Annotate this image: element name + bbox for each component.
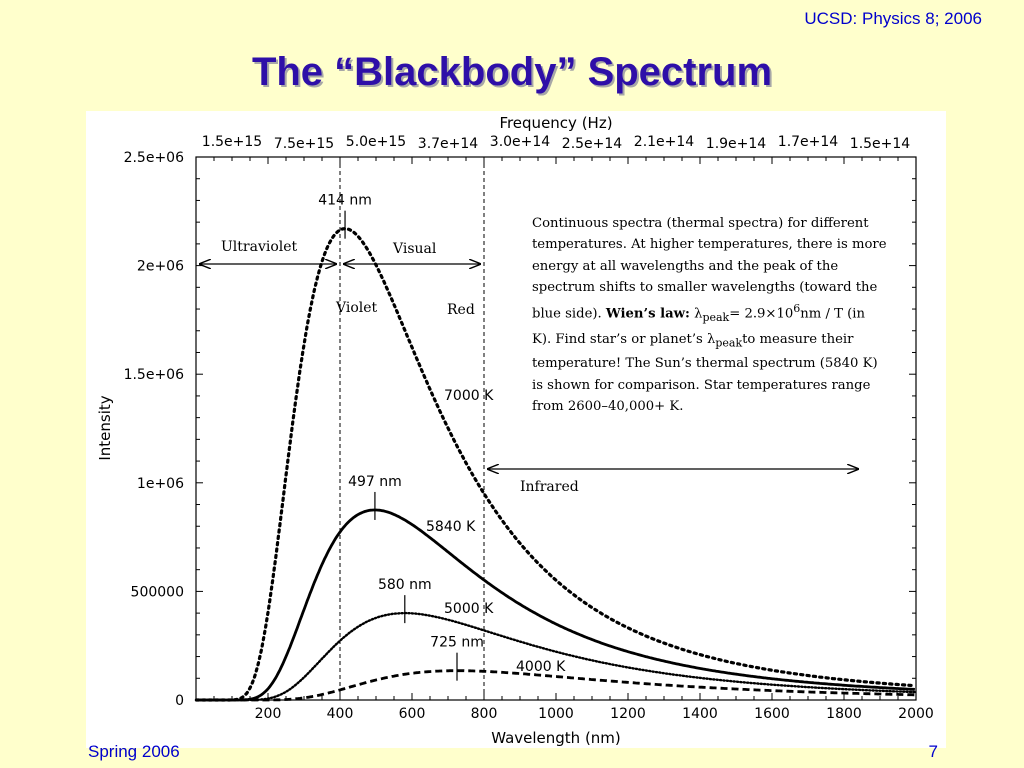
top-tick-label: 7.5e+15 xyxy=(274,136,334,152)
peak-label: 580 nm xyxy=(378,577,432,593)
footer-term: Spring 2006 xyxy=(88,742,180,761)
peak-subscript: peak xyxy=(702,311,730,325)
annotation-line: spectrum shifts to smaller wavelengths (… xyxy=(532,279,878,295)
x-tick-label: 1600 xyxy=(754,706,790,722)
top-tick-label: 5.0e+15 xyxy=(346,134,406,150)
top-axis-title: Frequency (Hz) xyxy=(499,114,612,132)
y-tick-label: 1.5e+06 xyxy=(124,367,185,383)
x-tick-label: 1000 xyxy=(538,706,574,722)
annotation-line: temperatures. At higher temperatures, th… xyxy=(532,237,887,253)
annotation-line: energy at all wavelengths and the peak o… xyxy=(532,258,839,274)
slide-title: The “Blackbody” Spectrum xyxy=(251,50,773,94)
wien-formula-end: nm / T (in xyxy=(800,306,865,322)
peak-label: 414 nm xyxy=(318,193,372,209)
x-tick-label: 2000 xyxy=(898,706,934,722)
region-label: Infrared xyxy=(520,479,579,495)
red-label: Red xyxy=(447,302,475,318)
wien-law-label: Wien’s law: xyxy=(605,306,690,322)
top-tick-label: 1.9e+14 xyxy=(706,136,767,152)
x-tick-label: 1400 xyxy=(682,706,718,722)
page-number: 7 xyxy=(928,742,938,761)
y-axis-title: Intensity xyxy=(96,395,114,460)
peak-label: 497 nm xyxy=(348,474,402,490)
y-tick-label: 2e+06 xyxy=(137,259,184,275)
y-tick-label: 500000 xyxy=(131,584,184,600)
annotation-text: Continuous spectra (thermal spectra) for… xyxy=(532,213,907,417)
plot-panel: 200 400 600 800 1000 1200 1400 1600 1800 2000 0 50… xyxy=(86,111,946,748)
course-label: UCSD: Physics 8; 2006 xyxy=(804,9,982,28)
top-tick-label: 3.7e+14 xyxy=(418,136,479,152)
annotation-segment: blue side). xyxy=(532,306,606,322)
x-axis-title: Wavelength (nm) xyxy=(491,729,621,747)
top-tick-label: 1.7e+14 xyxy=(778,134,839,150)
y-tick-label: 0 xyxy=(175,693,184,709)
spectrum-curve xyxy=(195,611,917,702)
peak-subscript: peak xyxy=(715,336,743,350)
series-label: 5840 K xyxy=(426,519,476,535)
x-tick-label: 600 xyxy=(399,706,426,722)
wien-formula: = 2.9×10 xyxy=(729,306,794,322)
y-tick-label: 2.5e+06 xyxy=(124,150,185,166)
annotation-line: from 2600–40,000+ K. xyxy=(532,399,684,415)
series-label: 5000 K xyxy=(444,601,494,617)
blackbody-chart: 200 400 600 800 1000 1200 1400 1600 1800 2000 0 50… xyxy=(96,114,934,747)
series-label: 7000 K xyxy=(444,388,494,404)
annotation-line: is shown for comparison. Star temperatur… xyxy=(532,377,871,393)
x-tick-label: 1800 xyxy=(826,706,862,722)
region-label: Ultraviolet xyxy=(221,239,298,255)
lambda-symbol: λ xyxy=(706,331,716,347)
top-tick-label: 2.1e+14 xyxy=(634,134,695,150)
spectrum-curve xyxy=(196,508,915,702)
peak-label: 725 nm xyxy=(430,635,484,651)
top-tick-label: 3.0e+14 xyxy=(490,134,551,150)
annotation-line: K). Find star’s or planet’s λpeakto meas… xyxy=(532,329,907,354)
lambda-symbol: λ xyxy=(694,306,703,322)
top-tick-label: 1.5e+14 xyxy=(850,136,911,152)
y-tick-label: 1e+06 xyxy=(137,476,184,492)
annotation-line: temperature! The Sun’s thermal spectrum … xyxy=(532,356,878,372)
x-tick-label: 800 xyxy=(471,706,498,722)
series-label: 4000 K xyxy=(516,659,566,675)
spectrum-curve xyxy=(194,227,917,702)
x-tick-label: 400 xyxy=(327,706,354,722)
violet-label: Violet xyxy=(335,300,378,316)
annotation-line: blue side). Wien’s law: λpeak= 2.9×106nm… xyxy=(532,298,907,328)
region-label: Visual xyxy=(392,241,437,257)
annotation-segment: K). Find star’s or planet’s xyxy=(532,331,707,347)
x-tick-label: 1200 xyxy=(610,706,646,722)
top-tick-label: 1.5e+15 xyxy=(202,134,262,150)
x-tick-label: 200 xyxy=(255,706,282,722)
annotation-line: Continuous spectra (thermal spectra) for… xyxy=(532,216,869,231)
top-tick-label: 2.5e+14 xyxy=(562,136,623,152)
annotation-segment: to measure their xyxy=(742,331,854,347)
formula-exponent: 6 xyxy=(793,302,801,316)
